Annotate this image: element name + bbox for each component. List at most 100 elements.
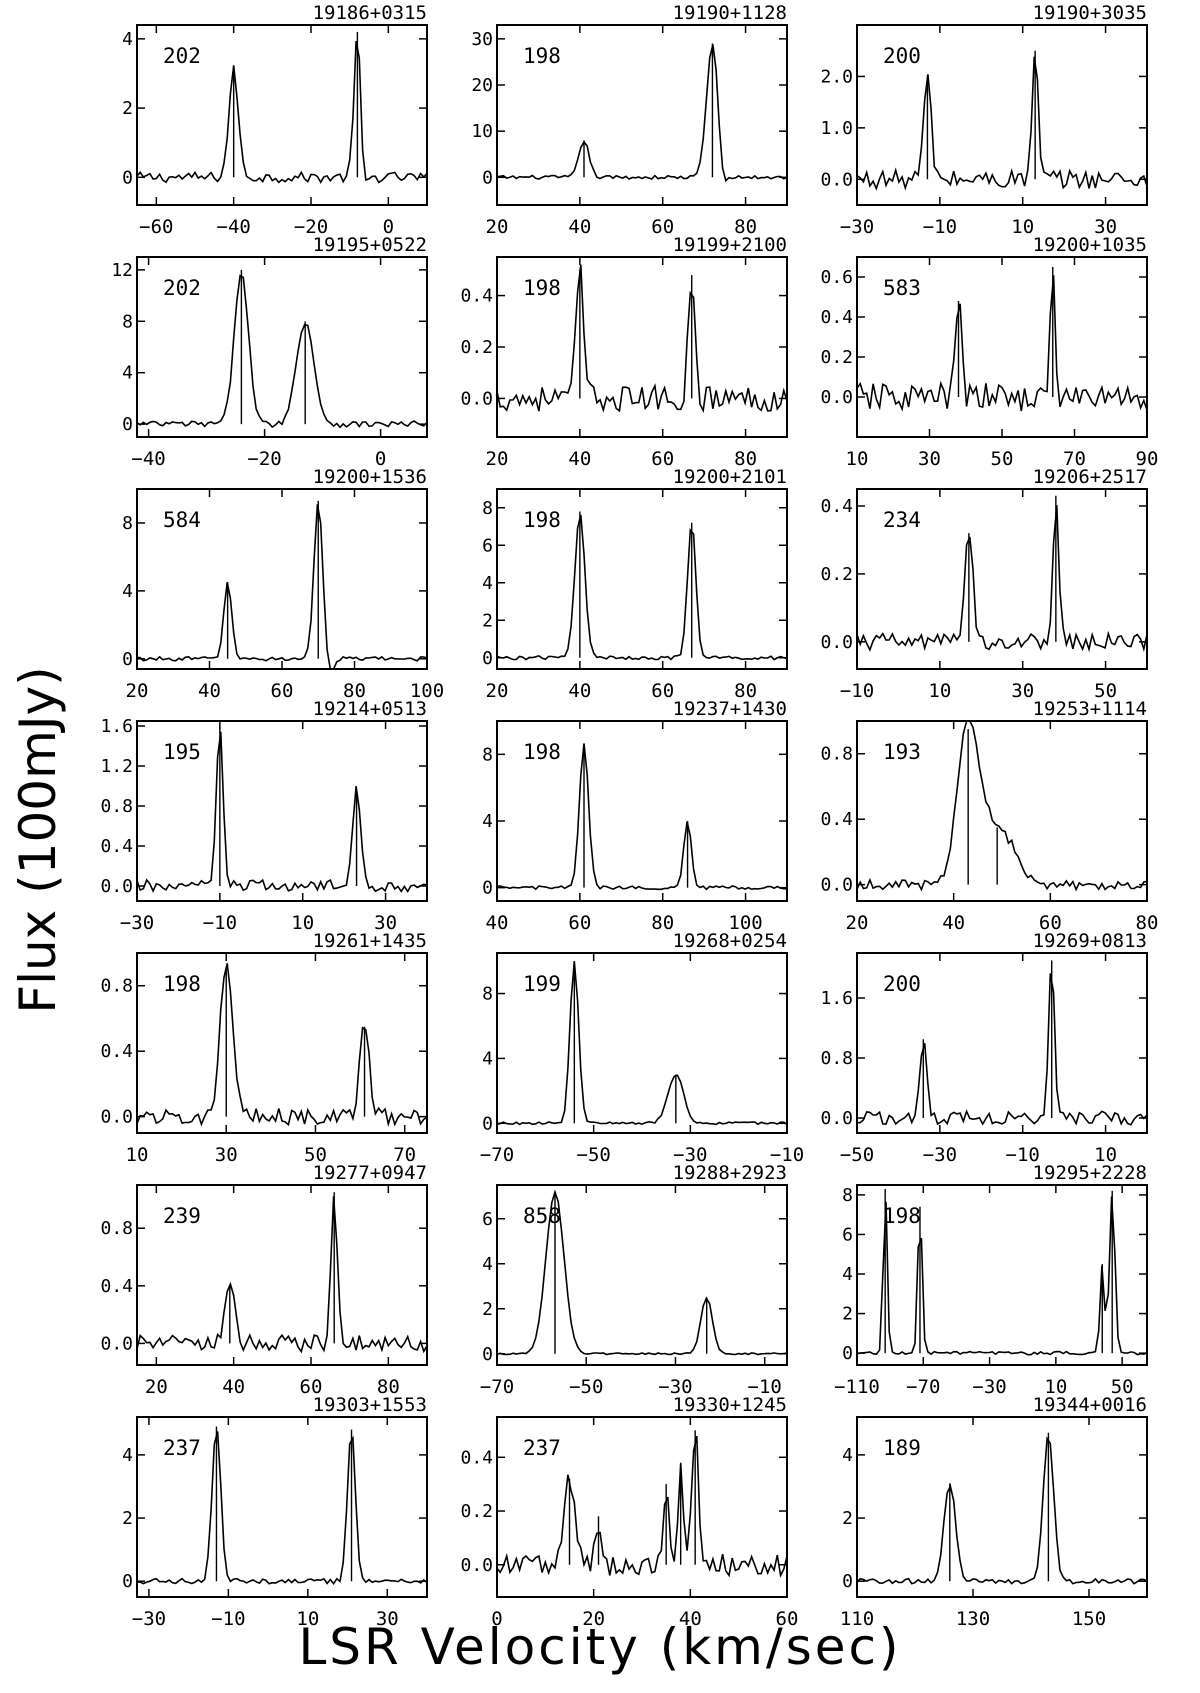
panel-id-label: 202	[163, 276, 201, 300]
panel-title: 19186+0315	[313, 2, 427, 24]
x-tick-label: −30	[658, 1376, 692, 1398]
panel-id-label: 199	[523, 972, 561, 996]
y-tick-label: 0	[122, 1571, 133, 1592]
panel-frame	[136, 952, 428, 1134]
spectrum-trace	[136, 731, 428, 893]
x-tick-label: −70	[480, 1376, 514, 1398]
x-tick-label: −30	[120, 912, 154, 934]
y-tick-label: 12	[111, 260, 133, 281]
x-tick-label: 60	[1039, 912, 1062, 934]
panel-id-label: 234	[883, 508, 921, 532]
panel-title: 19277+0947	[313, 1162, 427, 1184]
x-tick-label: 70	[393, 1144, 416, 1166]
spectrum-panel: 19253+1114 193 20 40 60 80 0.0 0.4 0.8	[820, 698, 1158, 934]
y-axis-label-text: Flux (100mJy)	[9, 666, 67, 1014]
x-tick-label: −110	[834, 1376, 880, 1398]
panel-id-label: 198	[523, 276, 561, 300]
panel-id-label: 195	[163, 740, 201, 764]
y-tick-label: 10	[471, 121, 493, 142]
y-tick-label: 4	[842, 1264, 853, 1285]
x-tick-label: 130	[956, 1608, 990, 1630]
y-tick-label: 4	[122, 29, 133, 50]
x-tick-label: −50	[569, 1376, 603, 1398]
y-tick-label: 2	[482, 1299, 493, 1320]
x-tick-label: −30	[673, 1144, 707, 1166]
y-tick-label: 0.2	[820, 564, 853, 585]
panel-title: 19237+1430	[673, 698, 787, 720]
spectrum-panel: 19186+0315 202 −60 −40 −20 0 0 2 4	[122, 2, 428, 238]
y-tick-label: 8	[122, 311, 133, 332]
y-tick-label: 8	[482, 744, 493, 765]
panel-title: 19214+0513	[313, 698, 427, 720]
x-tick-label: 80	[1136, 912, 1159, 934]
x-tick-label: 60	[651, 216, 674, 238]
y-tick-label: 0.4	[820, 307, 853, 328]
y-tick-label: 0.0	[100, 1333, 133, 1354]
x-tick-label: 20	[846, 912, 869, 934]
x-tick-label: 60	[271, 680, 294, 702]
x-tick-label: 60	[568, 912, 591, 934]
spectrum-panel: 19295+2228 198 −110 −70 −30 10 50 0 2 4 6 8	[834, 1162, 1148, 1398]
panel-frame	[496, 720, 788, 902]
y-tick-label: 0.4	[100, 1041, 133, 1062]
x-tick-label: −30	[923, 1144, 957, 1166]
y-tick-label: 1.2	[100, 756, 133, 777]
spectrum-trace	[136, 963, 428, 1127]
x-tick-label: −10	[923, 216, 957, 238]
y-tick-label: 2	[482, 610, 493, 631]
spectrum-trace	[496, 961, 788, 1126]
panel-title: 19330+1245	[673, 1394, 787, 1416]
x-tick-label: 50	[304, 1144, 327, 1166]
panel-frame	[856, 720, 1148, 902]
spectrum-panel: 19200+1536 584 20 40 60 80 100 0 4 8	[122, 466, 444, 702]
x-tick-label: 60	[651, 448, 674, 470]
y-tick-label: 4	[122, 581, 133, 602]
x-tick-label: 10	[1094, 1144, 1117, 1166]
y-tick-label: 0.0	[820, 387, 853, 408]
y-tick-label: 1.0	[820, 118, 853, 139]
panel-id-label: 193	[883, 740, 921, 764]
y-tick-label: 0.0	[460, 388, 493, 409]
panel-frame	[136, 1416, 428, 1598]
x-tick-label: 0	[383, 216, 394, 238]
spectrum-trace	[856, 56, 1148, 191]
x-tick-label: 40	[486, 912, 509, 934]
y-tick-label: 0.0	[820, 632, 853, 653]
x-tick-label: 30	[376, 1608, 399, 1630]
x-tick-label: −70	[906, 1376, 940, 1398]
y-tick-label: 30	[471, 29, 493, 50]
panel-title: 19200+1536	[313, 466, 427, 488]
spectrum-trace	[496, 1436, 788, 1578]
panel-title: 19190+3035	[1033, 2, 1147, 24]
y-tick-label: 0.4	[460, 1447, 493, 1468]
spectrum-trace	[856, 1196, 1148, 1356]
x-tick-label: −10	[1006, 1144, 1040, 1166]
panel-title: 19190+1128	[673, 2, 787, 24]
x-tick-label: −50	[840, 1144, 874, 1166]
spectrum-trace	[496, 743, 787, 891]
y-tick-label: 0.2	[460, 1501, 493, 1522]
x-tick-label: 10	[1011, 216, 1034, 238]
y-tick-label: 8	[122, 513, 133, 534]
spectrum-trace	[136, 1431, 428, 1585]
spectrum-panel: 19268+0254 199 −70 −50 −30 −10 0 4 8	[480, 930, 804, 1166]
panel-title: 19200+1035	[1033, 234, 1147, 256]
spectrum-trace	[496, 514, 788, 661]
panel-frame	[136, 24, 428, 206]
y-tick-label: 0.8	[100, 796, 133, 817]
y-tick-label: 0.8	[100, 1218, 133, 1239]
y-tick-label: 0.0	[100, 876, 133, 897]
panel-id-label: 239	[163, 1204, 201, 1228]
panel-id-label: 237	[523, 1436, 561, 1460]
x-tick-label: 20	[145, 1376, 168, 1398]
panel-title: 19253+1114	[1033, 698, 1147, 720]
x-tick-label: 10	[928, 680, 951, 702]
y-tick-label: 0.4	[100, 836, 133, 857]
y-tick-label: 6	[842, 1224, 853, 1245]
x-tick-label: −30	[840, 216, 874, 238]
y-tick-label: 4	[482, 573, 493, 594]
x-tick-label: 150	[1072, 1608, 1106, 1630]
panel-title: 19200+2101	[673, 466, 787, 488]
panel-frame	[856, 952, 1148, 1134]
y-tick-label: 4	[482, 811, 493, 832]
